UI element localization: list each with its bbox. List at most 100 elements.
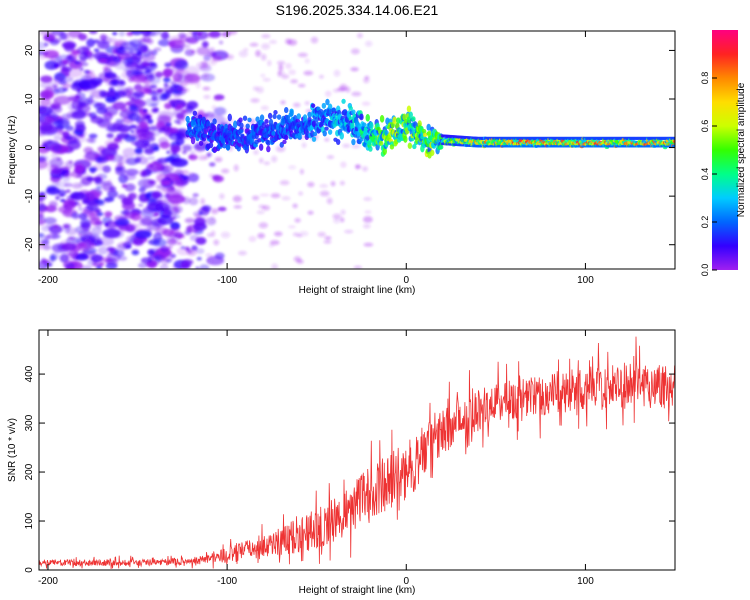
heat-cell (210, 208, 219, 215)
heat-cell (41, 51, 49, 56)
heat-cell (146, 38, 154, 45)
heat-cell (93, 48, 100, 53)
heat-cell (185, 172, 195, 177)
x-tick-label: -100 (217, 576, 237, 587)
heat-cell (104, 222, 109, 227)
heat-cell (363, 77, 370, 84)
heat-cell (56, 157, 62, 161)
heat-cell (258, 143, 264, 151)
heat-cell (63, 145, 71, 152)
heat-cell (207, 51, 218, 57)
heat-cell (115, 118, 125, 123)
heat-cell (49, 254, 57, 262)
heat-cell (269, 240, 280, 246)
heat-cell (138, 107, 143, 111)
heat-cell (285, 38, 292, 45)
heat-cell (176, 86, 184, 91)
heat-cell (221, 168, 230, 174)
heat-cell (51, 31, 65, 36)
heat-cell (151, 248, 158, 254)
heat-cell (162, 68, 174, 78)
heat-cell (163, 206, 180, 216)
heat-cell (48, 143, 59, 150)
heat-cell (196, 256, 202, 261)
snr-x-label: Height of straight line (km) (299, 585, 416, 596)
heat-cell (317, 231, 326, 237)
heat-cell (292, 102, 301, 108)
x-tick-label: 0 (403, 576, 409, 587)
heat-cell (134, 43, 149, 53)
heat-cell (323, 240, 332, 244)
heat-cell (133, 224, 142, 228)
heat-cell (267, 112, 273, 120)
heat-cell (270, 193, 281, 199)
heat-cell (199, 65, 210, 70)
heat-cell (319, 190, 330, 197)
heat-cell (63, 199, 77, 210)
heat-cell (125, 168, 139, 176)
snr-background (39, 330, 675, 570)
colorbar-tick-label: 0.2 (700, 216, 710, 229)
heat-cell (49, 39, 60, 46)
heat-cell (177, 241, 182, 245)
heat-cell (326, 197, 333, 205)
heat-cell (203, 54, 211, 62)
heat-cell (183, 74, 194, 83)
heat-cell (169, 237, 177, 244)
heat-cell (180, 43, 191, 49)
heat-cell (259, 114, 265, 121)
heat-cell (250, 98, 260, 103)
y-tick-label: 400 (24, 365, 35, 382)
heat-cell (103, 196, 115, 203)
heat-cell (284, 134, 289, 141)
heat-cell (324, 90, 332, 97)
spectrogram-x-ticks: -200 -100 0 100 (38, 31, 594, 286)
heat-cell (40, 97, 51, 107)
heat-cell (195, 248, 205, 255)
y-tick-label: -10 (24, 188, 35, 203)
heat-cell (61, 41, 77, 49)
heat-cell (217, 206, 227, 212)
heat-cell (194, 213, 202, 219)
heat-cell (335, 138, 341, 145)
colorbar-label: Normalized spectral amplitude (736, 82, 747, 217)
x-tick-label: -200 (38, 275, 58, 286)
heat-cell (46, 185, 57, 192)
heat-cell (411, 116, 416, 122)
heat-cell (64, 77, 74, 83)
heat-cell (119, 56, 124, 60)
heat-cell (165, 122, 172, 127)
heat-cell (290, 79, 298, 84)
heat-cell (127, 70, 132, 75)
heat-cell (146, 162, 163, 171)
heat-cell (355, 164, 360, 170)
heat-cell (137, 203, 144, 207)
heat-cell (87, 70, 94, 74)
heat-cell (148, 239, 161, 246)
heat-cell (96, 107, 108, 115)
heat-cell (219, 40, 224, 45)
heat-cell (184, 37, 190, 43)
heat-cell (51, 116, 61, 122)
y-tick-label: 10 (24, 93, 35, 105)
heat-cell (439, 144, 444, 150)
heat-cell (365, 40, 373, 47)
heat-cell (258, 222, 268, 229)
heat-cell (211, 105, 217, 110)
heat-cell (39, 192, 46, 196)
heat-cell (197, 33, 208, 40)
heat-cell (63, 176, 70, 182)
heat-cell (83, 152, 99, 162)
heat-cell (363, 242, 374, 247)
heat-cell (65, 189, 71, 193)
heat-cell (51, 102, 61, 108)
heat-cell (68, 236, 75, 241)
heat-cell (108, 38, 118, 44)
heat-cell (214, 252, 225, 260)
heat-cell (392, 116, 397, 125)
heat-cell (238, 50, 248, 58)
heat-cell (95, 185, 103, 190)
heat-cell (148, 259, 152, 263)
heat-cell (104, 211, 113, 218)
heat-cell (140, 130, 155, 139)
